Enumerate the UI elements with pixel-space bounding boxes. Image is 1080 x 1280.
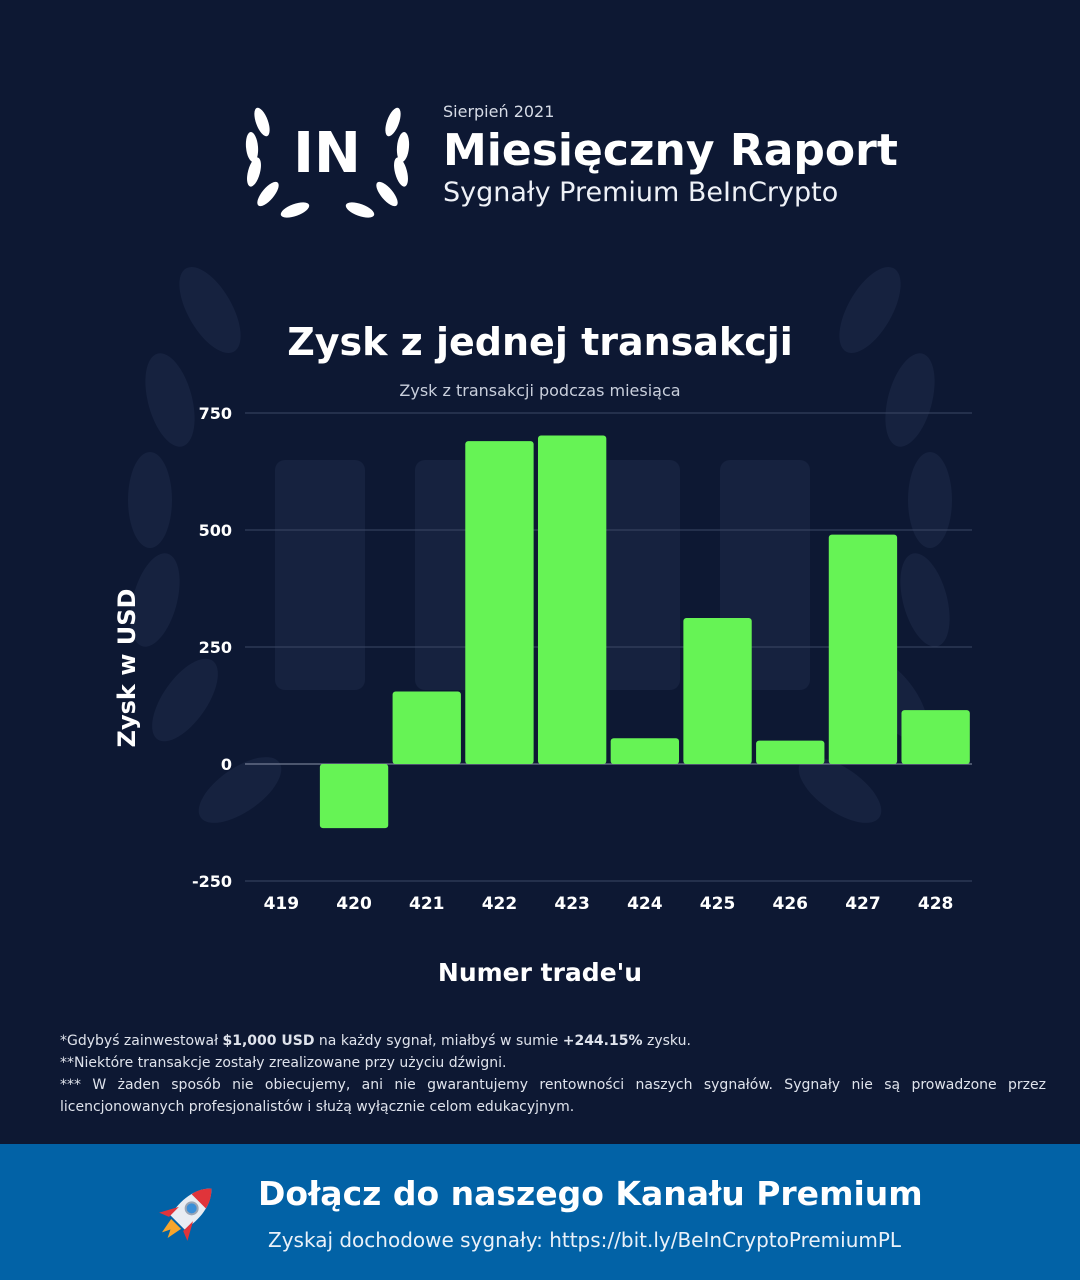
bar <box>901 710 970 764</box>
bar <box>537 435 607 764</box>
note-percent: +244.15% <box>562 1033 643 1049</box>
note-leverage: **Niektóre transakcje zostały zrealizowa… <box>60 1055 507 1071</box>
bar <box>610 738 680 764</box>
footnotes: *Gdybyś zainwestował $1,000 USD na każdy… <box>60 1030 1046 1118</box>
report-title: Miesięczny Raport <box>443 125 898 176</box>
x-tick-label: 425 <box>700 894 736 914</box>
y-tick-label: 250 <box>199 638 232 657</box>
banner-link[interactable]: Zyskaj dochodowe sygnały: https://bit.ly… <box>268 1228 902 1252</box>
x-tick-label: 420 <box>336 894 372 914</box>
bar <box>683 617 752 764</box>
laurel-logo: IN <box>245 107 410 218</box>
banner-title: Dołącz do naszego Kanału Premium <box>258 1174 923 1213</box>
x-tick-label: 427 <box>845 894 881 914</box>
y-tick-label: 750 <box>199 404 232 423</box>
y-axis-label: Zysk w USD <box>113 588 141 748</box>
bar <box>319 764 389 829</box>
x-axis-label: Numer trade'u <box>437 958 643 987</box>
x-tick-label: 426 <box>773 894 809 914</box>
y-tick-label: -250 <box>192 872 232 891</box>
bar <box>465 441 534 764</box>
report-date: Sierpień 2021 <box>443 102 555 121</box>
y-tick-label: 0 <box>221 755 232 774</box>
note-investment: *Gdybyś zainwestował $1,000 USD na każdy… <box>60 1033 691 1049</box>
background-laurel-watermark <box>128 267 952 823</box>
chart-subtitle: Zysk z transakcji podczas miesiąca <box>399 381 681 400</box>
bar <box>756 740 825 764</box>
x-tick-label: 422 <box>482 894 518 914</box>
x-tick-label: 423 <box>554 894 590 914</box>
note-disclaimer: *** W żaden sposób nie obiecujemy, ani n… <box>60 1077 1046 1115</box>
y-tick-label: 500 <box>199 521 232 540</box>
x-tick-label: 421 <box>409 894 445 914</box>
report-header: IN Sierpień 2021 Miesięczny Raport Sygna… <box>240 92 940 222</box>
logo-text: IN <box>293 121 361 186</box>
x-tick-label: 419 <box>264 894 300 914</box>
premium-banner[interactable]: Dołącz do naszego Kanału Premium Zyskaj … <box>0 1144 1080 1280</box>
chart-title: Zysk z jednej transakcji <box>287 320 793 364</box>
bar <box>392 691 461 764</box>
bar-chart: 750 500 250 0 -250 419 420 421 422 423 424 425 426 42… <box>192 404 972 914</box>
x-tick-label: 428 <box>918 894 954 914</box>
bar <box>828 534 898 764</box>
note-amount: $1,000 USD <box>222 1033 315 1049</box>
x-tick-label: 424 <box>627 894 663 914</box>
rocket-icon <box>159 1188 212 1241</box>
report-subtitle: Sygnały Premium BeInCrypto <box>443 177 839 209</box>
